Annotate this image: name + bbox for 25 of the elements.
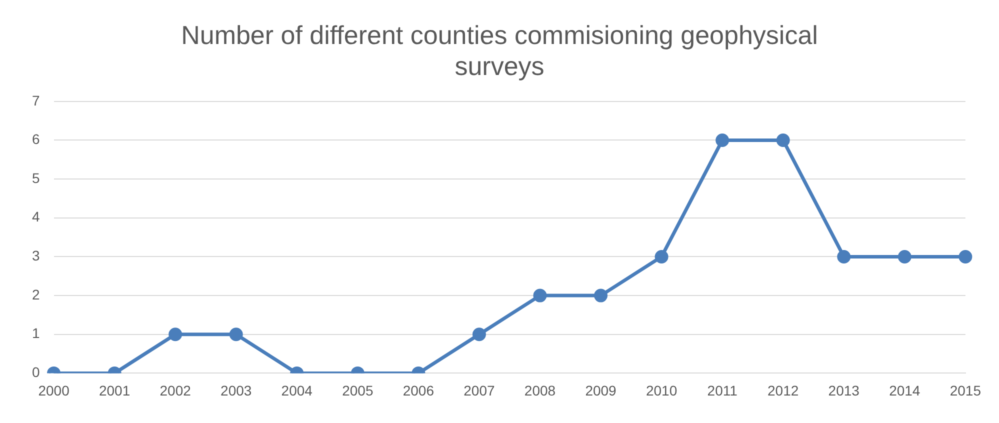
x-tick-label: 2010 [646,382,678,398]
y-tick-label: 2 [32,286,40,302]
y-tick-label: 5 [32,170,40,186]
x-tick-label: 2002 [160,382,192,398]
y-tick-label: 6 [32,131,40,148]
x-tick-label: 2015 [950,382,982,398]
y-tick-label: 1 [32,325,40,342]
y-tick-label: 0 [32,364,40,380]
x-tick-label: 2009 [585,382,617,398]
x-tick-label: 2014 [889,382,920,398]
x-tick-label: 2011 [707,382,738,398]
x-tick-label: 2006 [402,382,434,398]
x-tick-label: 2000 [38,382,70,398]
y-tick-label: 7 [32,92,40,108]
x-tick-label: 2003 [220,382,252,398]
x-tick-label: 2008 [524,382,556,398]
y-tick-label: 4 [32,208,40,225]
x-tick-label: 2004 [281,382,313,398]
x-tick-label: 2013 [828,382,860,398]
chart-title: Number of different counties commisioning geophysical surveys [181,20,818,81]
x-tick-label: 2007 [464,382,495,398]
x-tick-label: 2012 [768,382,799,398]
y-tick-label: 3 [32,248,40,264]
x-tick-label: 2005 [342,382,374,398]
x-tick-label: 2001 [98,382,130,398]
